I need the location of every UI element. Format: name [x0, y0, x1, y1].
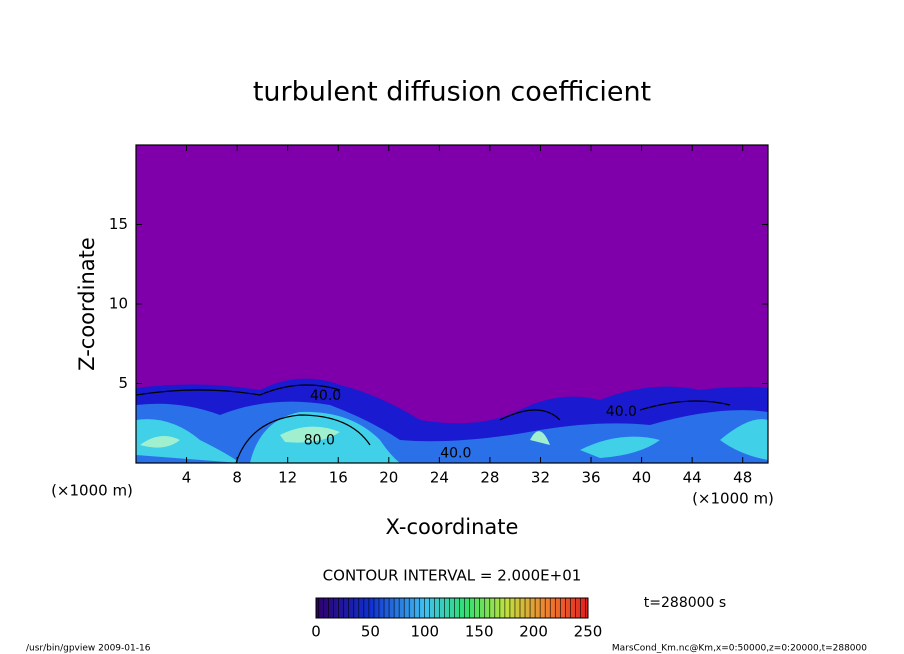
- footer-right: MarsCond_Km.nc@Km,x=0:50000,z=0:20000,t=…: [612, 644, 867, 654]
- contour-label: 40.0: [606, 404, 637, 420]
- x-unit: (×1000 m): [692, 490, 774, 508]
- x-axis-label: X-coordinate: [386, 515, 519, 539]
- colorbar-tick-label: 50: [361, 623, 380, 641]
- footer-left: /usr/bin/gpview 2009-01-16: [26, 644, 151, 654]
- y-axis-label: Z-coordinate: [75, 237, 99, 371]
- contour-label: 40.0: [310, 388, 341, 404]
- x-tick-label: 28: [480, 469, 499, 487]
- x-tick-label: 8: [232, 469, 242, 487]
- contour-label: 80.0: [304, 433, 335, 449]
- colorbar-tick-label: 200: [519, 623, 548, 641]
- x-tick-label: 24: [430, 469, 449, 487]
- field-region: [136, 411, 768, 463]
- x-tick-label: 48: [733, 469, 752, 487]
- x-tick-label: 36: [581, 469, 600, 487]
- y-tick-label: 5: [118, 374, 128, 392]
- contour-interval: CONTOUR INTERVAL = 2.000E+01: [323, 567, 582, 585]
- colorbar-tick-label: 150: [465, 623, 494, 641]
- time-label: t=288000 s: [644, 595, 726, 611]
- x-tick-label: 40: [632, 469, 651, 487]
- x-tick-label: 44: [683, 469, 702, 487]
- colorbar-tick-label: 0: [311, 623, 321, 641]
- colorbar: [315, 597, 589, 619]
- x-unit: (×1000 m): [51, 482, 133, 500]
- colorbar-tick-label: 250: [574, 623, 603, 641]
- x-tick-label: 32: [531, 469, 550, 487]
- colorbar-tick-label: 100: [410, 623, 439, 641]
- contour-line: [136, 384, 731, 463]
- field: [136, 378, 768, 463]
- x-tick-label: 16: [329, 469, 348, 487]
- contour-label: 40.0: [440, 445, 471, 461]
- x-tick-label: 4: [182, 469, 192, 487]
- y-tick-label: 10: [109, 295, 128, 313]
- x-tick-label: 12: [278, 469, 297, 487]
- y-tick-label: 15: [109, 215, 128, 233]
- x-tick-label: 20: [379, 469, 398, 487]
- chart-title: turbulent diffusion coefficient: [253, 77, 651, 108]
